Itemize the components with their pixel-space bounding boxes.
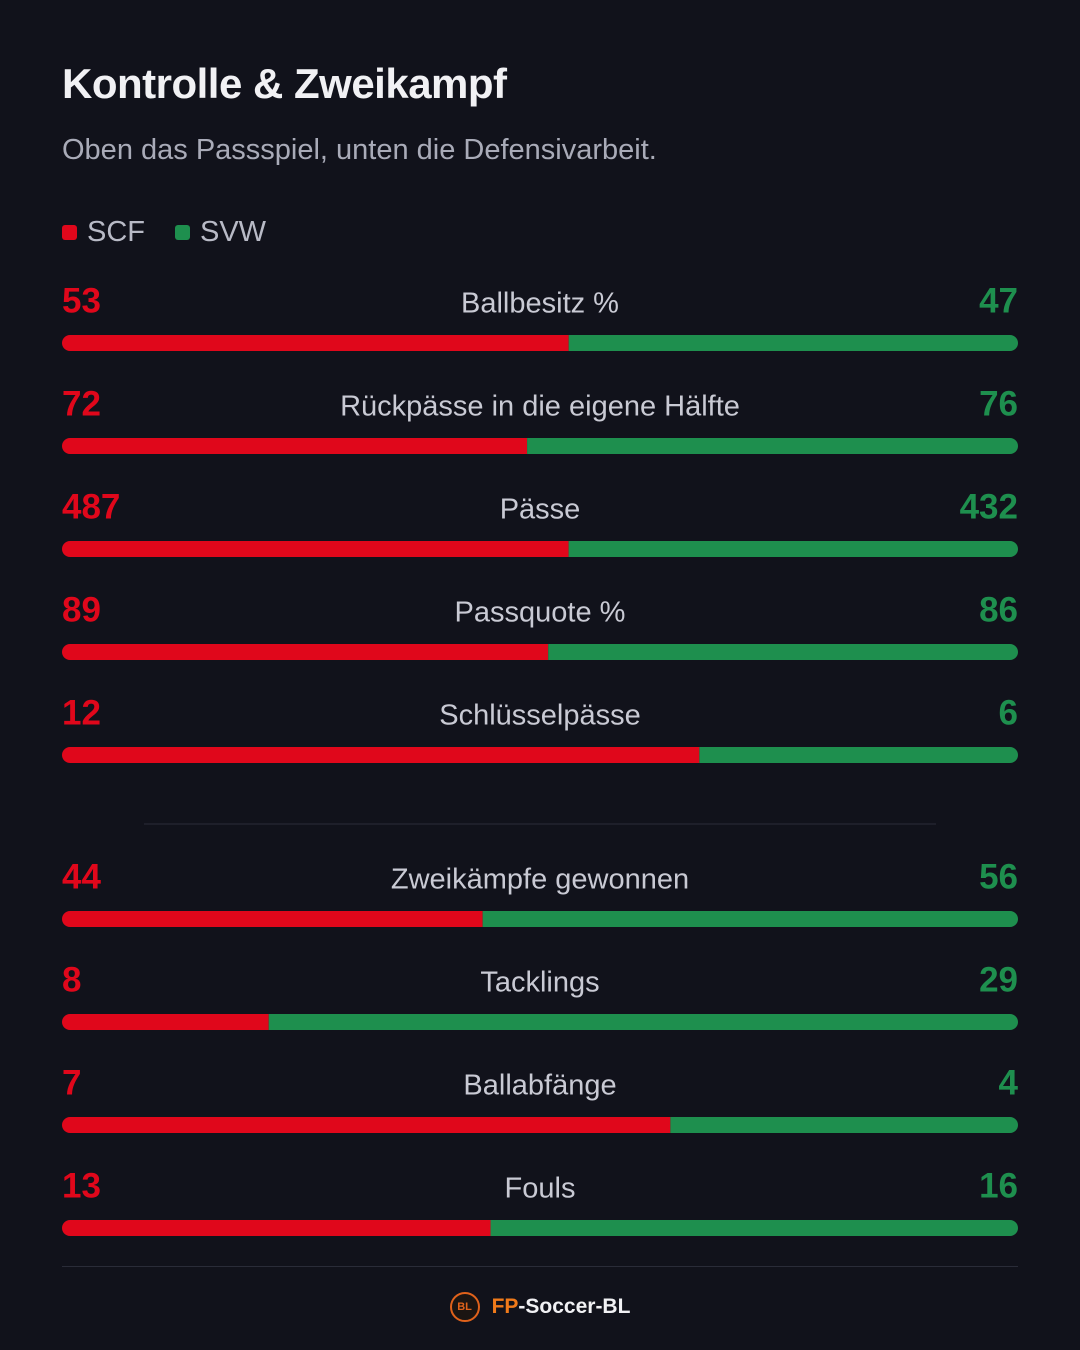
legend-swatch-home — [62, 225, 77, 240]
home-bar — [62, 541, 569, 557]
footer-divider — [62, 1266, 1018, 1267]
stat-label: Tacklings — [480, 967, 599, 999]
home-bar — [62, 438, 528, 454]
brand-prefix: FP — [491, 1295, 519, 1318]
home-bar — [62, 335, 569, 351]
home-value-label: 72 — [62, 384, 101, 423]
away-bar — [670, 1117, 1018, 1133]
brand-logo-icon: BL — [449, 1292, 480, 1322]
away-bar — [568, 335, 1018, 351]
footer: BL FP-Soccer-BL — [0, 1292, 1080, 1322]
legend-label-home: SCF — [87, 216, 145, 248]
away-value-label: 56 — [979, 857, 1018, 896]
chart-title: Kontrolle & Zweikampf — [62, 60, 507, 107]
away-bar — [482, 911, 1018, 927]
legend-swatch-away — [175, 225, 190, 240]
away-value-label: 86 — [979, 590, 1018, 629]
stat-label: Rückpässe in die eigene Hälfte — [340, 391, 740, 423]
away-value-label: 76 — [979, 384, 1018, 423]
away-value-label: 432 — [960, 487, 1018, 526]
legend-item-away: SVW — [175, 216, 266, 249]
away-bar — [548, 644, 1018, 660]
home-bar — [62, 747, 700, 763]
away-value-label: 47 — [979, 281, 1018, 320]
away-bar — [490, 1220, 1018, 1236]
home-value-label: 53 — [62, 281, 101, 320]
away-value-label: 4 — [999, 1063, 1019, 1102]
home-bar — [62, 1117, 671, 1133]
home-value-label: 13 — [62, 1166, 101, 1205]
home-value-label: 487 — [62, 487, 120, 526]
away-value-label: 16 — [979, 1166, 1018, 1205]
home-value-label: 44 — [62, 857, 101, 896]
legend-label-away: SVW — [200, 216, 267, 248]
away-bar — [268, 1014, 1018, 1030]
stat-label: Schlüsselpässe — [439, 700, 641, 732]
home-value-label: 8 — [62, 960, 81, 999]
home-value-label: 89 — [62, 590, 101, 629]
stat-label: Passquote % — [455, 597, 626, 629]
home-value-label: 12 — [62, 693, 101, 732]
legend: SCF SVW — [62, 216, 266, 249]
stat-label: Pässe — [500, 494, 581, 526]
away-bar — [699, 747, 1018, 763]
home-bar — [62, 911, 483, 927]
chart-subtitle: Oben das Passspiel, unten die Defensivar… — [62, 134, 657, 166]
away-value-label: 6 — [999, 693, 1018, 732]
away-bar — [527, 438, 1018, 454]
stat-label: Ballbesitz % — [461, 288, 619, 320]
away-bar — [568, 541, 1018, 557]
brand-name: FP-Soccer-BL — [492, 1295, 631, 1319]
stat-label: Zweikämpfe gewonnen — [391, 864, 689, 896]
legend-item-home: SCF — [62, 216, 145, 249]
brand-suffix: -Soccer-BL — [518, 1295, 631, 1318]
away-value-label: 29 — [979, 960, 1018, 999]
home-bar — [62, 1014, 269, 1030]
stat-label: Ballabfänge — [463, 1070, 616, 1102]
home-value-label: 7 — [62, 1063, 81, 1102]
home-bar — [62, 1220, 491, 1236]
home-bar — [62, 644, 549, 660]
stat-label: Fouls — [505, 1173, 576, 1205]
